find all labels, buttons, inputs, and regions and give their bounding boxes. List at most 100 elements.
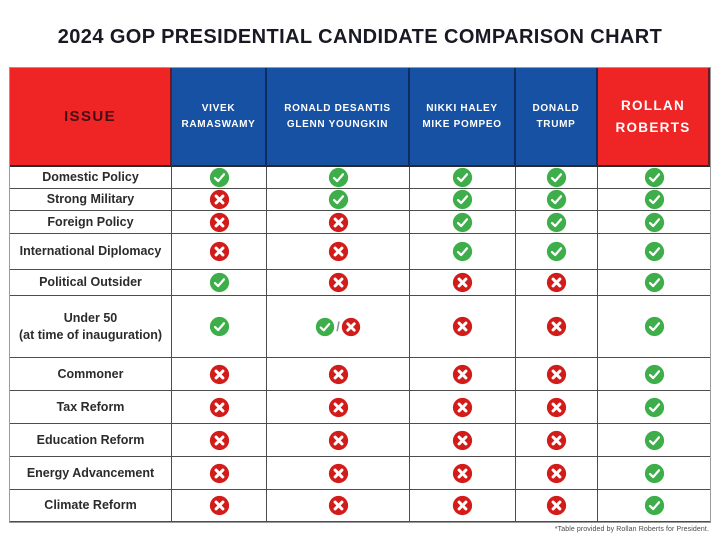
value-cell-foreign-policy-col4	[516, 211, 598, 234]
value-cell-under-50-col1	[172, 296, 267, 358]
value-cell-political-outsider-col1	[172, 270, 267, 296]
value-cell-under-50-col3	[410, 296, 516, 358]
value-cell-energy-advancement-col5	[598, 457, 710, 490]
cross-icon	[209, 397, 230, 418]
issue-cell-political-outsider: Political Outsider	[10, 270, 172, 296]
issue-label-line: International Diplomacy	[19, 244, 162, 259]
cross-icon	[452, 430, 473, 451]
candidate-name-line: ROBERTS	[615, 119, 691, 135]
check-icon	[546, 189, 567, 210]
value-cell-education-reform-col3	[410, 424, 516, 457]
value-cell-commoner-col5	[598, 358, 710, 391]
issue-cell-foreign-policy: Foreign Policy	[10, 211, 172, 234]
check-icon	[209, 272, 230, 293]
check-icon	[209, 316, 230, 337]
value-cell-international-diplomacy-col4	[516, 234, 598, 270]
cross-icon	[452, 272, 473, 293]
value-cell-climate-reform-col1	[172, 490, 267, 522]
issue-label-line: Under 50	[63, 310, 118, 325]
value-cell-commoner-col1	[172, 358, 267, 391]
candidate-header-vivek-ramaswamy: VIVEK RAMASWAMY	[172, 68, 267, 167]
value-cell-energy-advancement-col4	[516, 457, 598, 490]
value-cell-tax-reform-col5	[598, 391, 710, 424]
issue-column-header: ISSUE	[10, 68, 172, 167]
cross-icon	[328, 495, 349, 516]
value-cell-foreign-policy-col2	[267, 211, 410, 234]
value-cell-political-outsider-col3	[410, 270, 516, 296]
check-icon	[644, 272, 665, 293]
check-icon	[546, 167, 567, 188]
value-cell-domestic-policy-col2	[267, 167, 410, 189]
value-cell-political-outsider-col5	[598, 270, 710, 296]
issue-cell-commoner: Commoner	[10, 358, 172, 391]
value-cell-climate-reform-col2	[267, 490, 410, 522]
value-cell-tax-reform-col3	[410, 391, 516, 424]
candidate-name-line: TRUMP	[536, 118, 576, 130]
check-icon	[644, 364, 665, 385]
cross-icon	[209, 430, 230, 451]
value-cell-commoner-col4	[516, 358, 598, 391]
issue-label-line: Domestic Policy	[42, 170, 139, 185]
value-cell-tax-reform-col4	[516, 391, 598, 424]
check-icon	[328, 167, 349, 188]
value-cell-tax-reform-col1	[172, 391, 267, 424]
issue-cell-tax-reform: Tax Reform	[10, 391, 172, 424]
issue-cell-energy-advancement: Energy Advancement	[10, 457, 172, 490]
candidate-header-ronald-desantis-glenn-youngkin: RONALD DESANTIS GLENN YOUNGKIN	[267, 68, 410, 167]
cross-icon	[546, 463, 567, 484]
cross-icon	[546, 397, 567, 418]
check-icon	[452, 241, 473, 262]
check-icon	[315, 317, 335, 337]
check-icon	[644, 241, 665, 262]
value-cell-international-diplomacy-col1	[172, 234, 267, 270]
issue-cell-domestic-policy: Domestic Policy	[10, 167, 172, 189]
cross-icon	[209, 364, 230, 385]
value-cell-commoner-col2	[267, 358, 410, 391]
candidate-header-nikki-haley-mike-pompeo: NIKKI HALEY MIKE POMPEO	[410, 68, 516, 167]
cross-icon	[328, 430, 349, 451]
value-cell-international-diplomacy-col2	[267, 234, 410, 270]
candidate-header-rollan-roberts: ROLLAN ROBERTS	[598, 68, 710, 167]
cross-icon	[209, 495, 230, 516]
check-icon	[452, 189, 473, 210]
value-cell-political-outsider-col2	[267, 270, 410, 296]
value-cell-education-reform-col2	[267, 424, 410, 457]
value-cell-education-reform-col4	[516, 424, 598, 457]
value-cell-international-diplomacy-col3	[410, 234, 516, 270]
cross-icon	[452, 397, 473, 418]
issue-label-line: Tax Reform	[56, 399, 125, 414]
value-cell-international-diplomacy-col5	[598, 234, 710, 270]
cross-icon	[328, 463, 349, 484]
value-cell-education-reform-col5	[598, 424, 710, 457]
value-cell-strong-military-col4	[516, 189, 598, 211]
value-cell-under-50-col4	[516, 296, 598, 358]
cross-icon	[452, 495, 473, 516]
value-cell-strong-military-col3	[410, 189, 516, 211]
issue-label-line: (at time of inauguration)	[18, 327, 163, 342]
check-icon	[644, 430, 665, 451]
candidate-name-line: GLENN YOUNGKIN	[286, 118, 389, 130]
cross-icon	[209, 189, 230, 210]
value-cell-foreign-policy-col1	[172, 211, 267, 234]
value-cell-energy-advancement-col3	[410, 457, 516, 490]
check-icon	[644, 316, 665, 337]
cross-icon	[209, 241, 230, 262]
check-icon	[644, 167, 665, 188]
value-cell-under-50-col5	[598, 296, 710, 358]
value-cell-tax-reform-col2	[267, 391, 410, 424]
cross-icon	[546, 430, 567, 451]
candidate-name-line: RAMASWAMY	[181, 118, 256, 130]
issue-cell-international-diplomacy: International Diplomacy	[10, 234, 172, 270]
value-cell-commoner-col3	[410, 358, 516, 391]
candidate-name-line: RONALD DESANTIS	[284, 103, 391, 114]
issue-label-line: Climate Reform	[44, 498, 137, 513]
value-cell-foreign-policy-col5	[598, 211, 710, 234]
cross-icon	[328, 272, 349, 293]
value-cell-foreign-policy-col3	[410, 211, 516, 234]
check-icon	[644, 463, 665, 484]
value-cell-domestic-policy-col4	[516, 167, 598, 189]
value-cell-strong-military-col5	[598, 189, 710, 211]
value-cell-domestic-policy-col5	[598, 167, 710, 189]
issue-cell-under-50-at-time-of-inauguration: Under 50 (at time of inauguration)	[10, 296, 172, 358]
footnote: *Table provided by Rollan Roberts for Pr…	[554, 526, 709, 533]
